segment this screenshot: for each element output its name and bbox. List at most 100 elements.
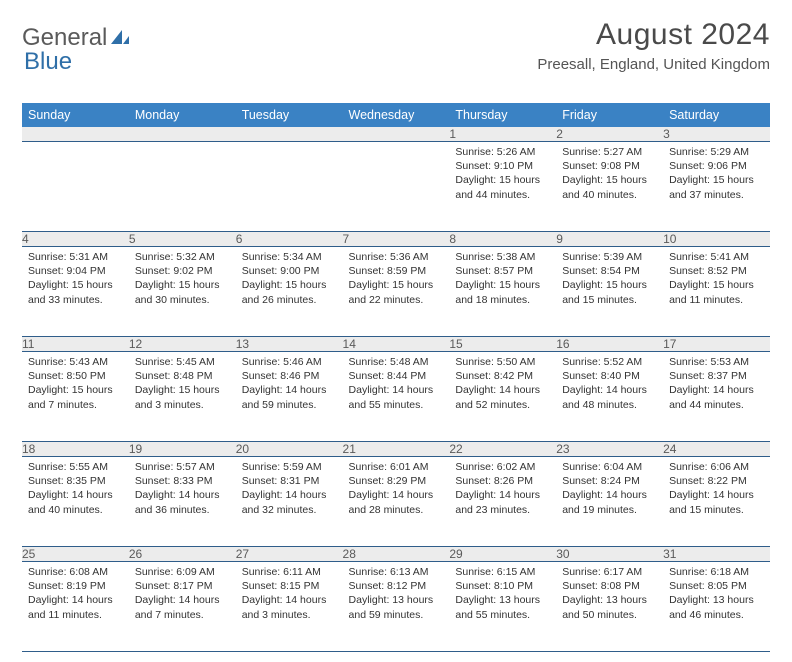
- daylight-text: and 15 minutes.: [562, 293, 657, 307]
- day-content: Sunrise: 6:04 AMSunset: 8:24 PMDaylight:…: [556, 457, 663, 523]
- daylight-text: and 26 minutes.: [242, 293, 337, 307]
- daylight-text: Daylight: 13 hours: [562, 593, 657, 607]
- weekday-header: Thursday: [449, 103, 556, 127]
- day-cell: Sunrise: 6:01 AMSunset: 8:29 PMDaylight:…: [343, 457, 450, 547]
- sunrise-text: Sunrise: 6:18 AM: [669, 565, 764, 579]
- daylight-text: and 44 minutes.: [669, 398, 764, 412]
- day-content: Sunrise: 6:01 AMSunset: 8:29 PMDaylight:…: [343, 457, 450, 523]
- day-cell: [22, 142, 129, 232]
- sunset-text: Sunset: 8:37 PM: [669, 369, 764, 383]
- day-number: 19: [129, 442, 236, 457]
- daylight-text: Daylight: 15 hours: [135, 278, 230, 292]
- sunset-text: Sunset: 8:50 PM: [28, 369, 123, 383]
- title-month: August 2024: [537, 18, 770, 52]
- sunrise-text: Sunrise: 5:38 AM: [455, 250, 550, 264]
- sunrise-text: Sunrise: 6:02 AM: [455, 460, 550, 474]
- day-content: Sunrise: 6:08 AMSunset: 8:19 PMDaylight:…: [22, 562, 129, 628]
- day-number: 18: [22, 442, 129, 457]
- sunrise-text: Sunrise: 6:04 AM: [562, 460, 657, 474]
- sunrise-text: Sunrise: 5:26 AM: [455, 145, 550, 159]
- logo-word2: Blue: [24, 48, 72, 75]
- sunset-text: Sunset: 8:12 PM: [349, 579, 444, 593]
- day-content: Sunrise: 6:18 AMSunset: 8:05 PMDaylight:…: [663, 562, 770, 628]
- daylight-text: and 15 minutes.: [669, 503, 764, 517]
- daynum-row: 123: [22, 127, 770, 142]
- sunrise-text: Sunrise: 6:17 AM: [562, 565, 657, 579]
- daylight-text: and 11 minutes.: [28, 608, 123, 622]
- daylight-text: and 46 minutes.: [669, 608, 764, 622]
- day-number: 8: [449, 232, 556, 247]
- sunset-text: Sunset: 8:29 PM: [349, 474, 444, 488]
- day-content: Sunrise: 5:26 AMSunset: 9:10 PMDaylight:…: [449, 142, 556, 208]
- day-cell: Sunrise: 6:04 AMSunset: 8:24 PMDaylight:…: [556, 457, 663, 547]
- day-cell: Sunrise: 5:36 AMSunset: 8:59 PMDaylight:…: [343, 247, 450, 337]
- day-cell: Sunrise: 5:27 AMSunset: 9:08 PMDaylight:…: [556, 142, 663, 232]
- daylight-text: Daylight: 13 hours: [349, 593, 444, 607]
- sunset-text: Sunset: 8:22 PM: [669, 474, 764, 488]
- sunrise-text: Sunrise: 5:29 AM: [669, 145, 764, 159]
- daynum-row: 45678910: [22, 232, 770, 247]
- day-content: Sunrise: 5:27 AMSunset: 9:08 PMDaylight:…: [556, 142, 663, 208]
- day-content: Sunrise: 5:36 AMSunset: 8:59 PMDaylight:…: [343, 247, 450, 313]
- daylight-text: and 11 minutes.: [669, 293, 764, 307]
- title-location: Preesall, England, United Kingdom: [537, 56, 770, 73]
- day-cell: Sunrise: 5:34 AMSunset: 9:00 PMDaylight:…: [236, 247, 343, 337]
- day-number: 11: [22, 337, 129, 352]
- daylight-text: and 18 minutes.: [455, 293, 550, 307]
- sunrise-text: Sunrise: 6:08 AM: [28, 565, 123, 579]
- daylight-text: and 55 minutes.: [455, 608, 550, 622]
- day-content: Sunrise: 6:15 AMSunset: 8:10 PMDaylight:…: [449, 562, 556, 628]
- day-number: [129, 127, 236, 142]
- sunset-text: Sunset: 8:31 PM: [242, 474, 337, 488]
- week-row: Sunrise: 5:31 AMSunset: 9:04 PMDaylight:…: [22, 247, 770, 337]
- sunset-text: Sunset: 9:10 PM: [455, 159, 550, 173]
- day-content: Sunrise: 6:09 AMSunset: 8:17 PMDaylight:…: [129, 562, 236, 628]
- sunset-text: Sunset: 9:00 PM: [242, 264, 337, 278]
- sunset-text: Sunset: 8:35 PM: [28, 474, 123, 488]
- sunrise-text: Sunrise: 5:31 AM: [28, 250, 123, 264]
- sunset-text: Sunset: 9:06 PM: [669, 159, 764, 173]
- day-cell: Sunrise: 6:08 AMSunset: 8:19 PMDaylight:…: [22, 562, 129, 652]
- daylight-text: and 3 minutes.: [242, 608, 337, 622]
- daylight-text: Daylight: 13 hours: [669, 593, 764, 607]
- sunset-text: Sunset: 8:57 PM: [455, 264, 550, 278]
- daylight-text: Daylight: 15 hours: [28, 383, 123, 397]
- daylight-text: Daylight: 15 hours: [562, 278, 657, 292]
- day-content: Sunrise: 5:50 AMSunset: 8:42 PMDaylight:…: [449, 352, 556, 418]
- day-content: Sunrise: 6:06 AMSunset: 8:22 PMDaylight:…: [663, 457, 770, 523]
- day-content: Sunrise: 5:52 AMSunset: 8:40 PMDaylight:…: [556, 352, 663, 418]
- sunset-text: Sunset: 8:33 PM: [135, 474, 230, 488]
- daylight-text: and 28 minutes.: [349, 503, 444, 517]
- daylight-text: and 7 minutes.: [28, 398, 123, 412]
- sunset-text: Sunset: 8:24 PM: [562, 474, 657, 488]
- week-row: Sunrise: 6:08 AMSunset: 8:19 PMDaylight:…: [22, 562, 770, 652]
- sunset-text: Sunset: 8:42 PM: [455, 369, 550, 383]
- sunrise-text: Sunrise: 6:15 AM: [455, 565, 550, 579]
- sunrise-text: Sunrise: 5:27 AM: [562, 145, 657, 159]
- day-number: 4: [22, 232, 129, 247]
- day-content: Sunrise: 5:59 AMSunset: 8:31 PMDaylight:…: [236, 457, 343, 523]
- day-cell: Sunrise: 5:39 AMSunset: 8:54 PMDaylight:…: [556, 247, 663, 337]
- sunrise-text: Sunrise: 5:39 AM: [562, 250, 657, 264]
- week-row: Sunrise: 5:43 AMSunset: 8:50 PMDaylight:…: [22, 352, 770, 442]
- daylight-text: and 48 minutes.: [562, 398, 657, 412]
- daylight-text: Daylight: 15 hours: [242, 278, 337, 292]
- calendar-body: 123Sunrise: 5:26 AMSunset: 9:10 PMDaylig…: [22, 127, 770, 652]
- day-content: Sunrise: 5:53 AMSunset: 8:37 PMDaylight:…: [663, 352, 770, 418]
- logo-line2: Blue: [24, 48, 72, 76]
- daylight-text: and 19 minutes.: [562, 503, 657, 517]
- daylight-text: and 7 minutes.: [135, 608, 230, 622]
- daylight-text: Daylight: 14 hours: [562, 488, 657, 502]
- daylight-text: and 30 minutes.: [135, 293, 230, 307]
- weekday-header: Friday: [556, 103, 663, 127]
- daylight-text: Daylight: 15 hours: [455, 278, 550, 292]
- sunrise-text: Sunrise: 5:57 AM: [135, 460, 230, 474]
- day-cell: Sunrise: 5:50 AMSunset: 8:42 PMDaylight:…: [449, 352, 556, 442]
- day-number: 7: [343, 232, 450, 247]
- day-content: Sunrise: 5:39 AMSunset: 8:54 PMDaylight:…: [556, 247, 663, 313]
- day-number: 21: [343, 442, 450, 457]
- day-content: Sunrise: 5:48 AMSunset: 8:44 PMDaylight:…: [343, 352, 450, 418]
- sunset-text: Sunset: 9:08 PM: [562, 159, 657, 173]
- day-content: Sunrise: 5:34 AMSunset: 9:00 PMDaylight:…: [236, 247, 343, 313]
- sunrise-text: Sunrise: 6:09 AM: [135, 565, 230, 579]
